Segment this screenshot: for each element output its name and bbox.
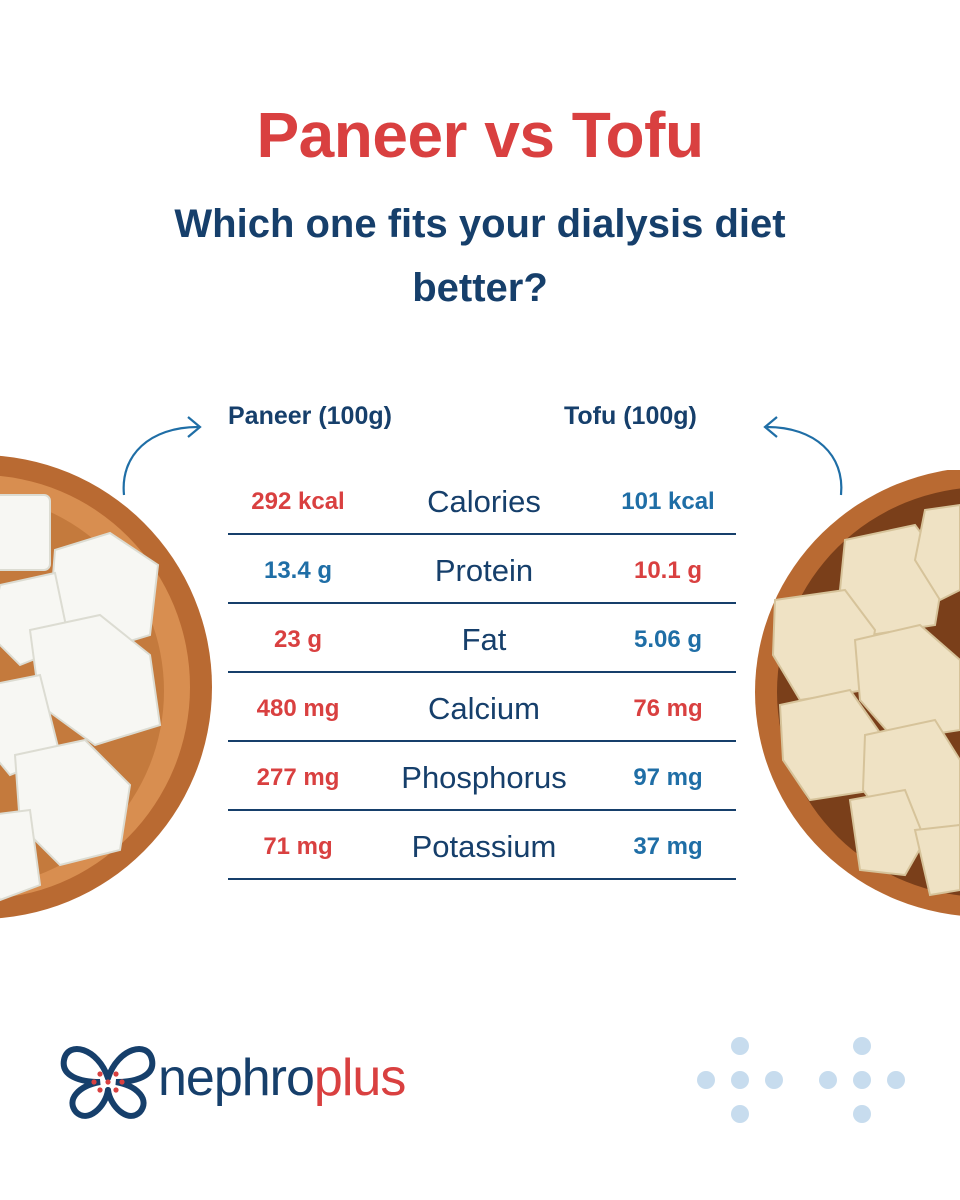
- tofu-bowl-image: [755, 470, 960, 916]
- paneer-column-header: Paneer (100g): [228, 402, 392, 430]
- paneer-value: 480 mg: [256, 695, 340, 722]
- nephroplus-logo: nephroplus: [60, 1038, 460, 1122]
- paneer-bowl-image: [0, 455, 212, 919]
- table-row-protein: 13.4 g Protein 10.1 g: [228, 535, 736, 604]
- brand-name-part1: nephro: [158, 1049, 315, 1107]
- curved-arrow-icon: [763, 416, 843, 496]
- nutrient-label: Fat: [461, 622, 507, 657]
- tofu-value: 76 mg: [633, 695, 703, 722]
- paneer-value: 277 mg: [256, 764, 340, 791]
- tofu-value: 5.06 g: [633, 626, 703, 653]
- tofu-value: 10.1 g: [633, 557, 703, 584]
- brand-wordmark: nephroplus: [158, 1048, 406, 1108]
- curved-arrow-icon: [122, 416, 202, 496]
- nutrient-label: Phosphorus: [401, 760, 567, 795]
- nutrient-label: Calcium: [428, 691, 540, 726]
- brand-name-part2: plus: [313, 1049, 406, 1107]
- paneer-value: 71 mg: [263, 833, 333, 860]
- nutrition-comparison-table: 292 kcal Calories 101 kcal 13.4 g Protei…: [228, 466, 736, 880]
- table-row-phosphorus: 277 mg Phosphorus 97 mg: [228, 742, 736, 811]
- nutrient-label: Protein: [434, 553, 534, 588]
- table-row-fat: 23 g Fat 5.06 g: [228, 604, 736, 673]
- paneer-value: 23 g: [273, 626, 323, 653]
- nutrient-label: Calories: [427, 484, 541, 519]
- tofu-value: 97 mg: [633, 764, 703, 791]
- page-subtitle: Which one fits your dialysis diet better…: [174, 202, 786, 310]
- plus-dots-icon: [697, 1037, 905, 1123]
- paneer-value: 292 kcal: [251, 488, 345, 515]
- butterfly-logo-icon: [60, 1046, 156, 1119]
- tofu-value: 101 kcal: [621, 488, 715, 515]
- table-row-calories: 292 kcal Calories 101 kcal: [228, 466, 736, 535]
- paneer-value: 13.4 g: [263, 557, 333, 584]
- table-row-potassium: 71 mg Potassium 37 mg: [228, 811, 736, 880]
- nutrient-label: Potassium: [411, 829, 557, 864]
- table-row-calcium: 480 mg Calcium 76 mg: [228, 673, 736, 742]
- tofu-value: 37 mg: [633, 833, 703, 860]
- tofu-column-header: Tofu (100g): [564, 402, 697, 430]
- page-title: Paneer vs Tofu: [256, 99, 704, 171]
